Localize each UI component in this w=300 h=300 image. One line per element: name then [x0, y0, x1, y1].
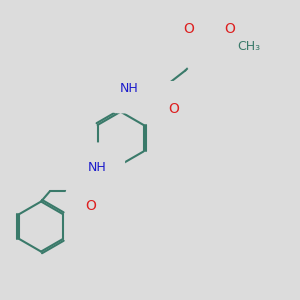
Text: O: O — [168, 102, 179, 116]
Text: NH: NH — [88, 161, 106, 174]
Text: O: O — [183, 22, 194, 36]
Text: O: O — [86, 199, 97, 213]
Text: NH: NH — [120, 82, 139, 95]
Text: CH₃: CH₃ — [237, 40, 260, 53]
Text: S: S — [205, 40, 213, 54]
Text: O: O — [224, 22, 235, 36]
